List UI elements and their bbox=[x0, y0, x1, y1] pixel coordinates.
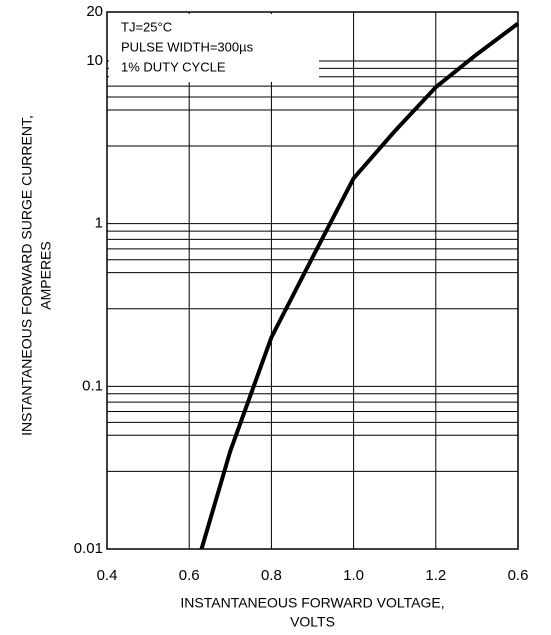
plot-frame bbox=[106, 11, 519, 550]
y-axis-label: AMPERES bbox=[38, 241, 54, 309]
curve bbox=[199, 21, 520, 550]
x-axis-label: VOLTS bbox=[290, 614, 335, 630]
x-tick-label: 0.6 bbox=[508, 567, 529, 584]
x-tick-label: 0.4 bbox=[97, 567, 118, 584]
x-axis-label: INSTANTANEOUS FORWARD VOLTAGE, bbox=[180, 595, 444, 611]
annotation: PULSE WIDTH=300µs bbox=[121, 39, 254, 54]
y-tick-label: 0.1 bbox=[82, 377, 103, 394]
x-tick-label: 0.8 bbox=[261, 567, 282, 584]
annotation: TJ=25°C bbox=[121, 19, 172, 34]
y-tick-label: 1 bbox=[95, 215, 103, 232]
annotation: 1% DUTY CYCLE bbox=[121, 59, 226, 74]
x-tick-label: 1.0 bbox=[343, 567, 364, 584]
y-tick-label: 0.01 bbox=[74, 540, 103, 557]
y-tick-label: 20 bbox=[86, 3, 103, 20]
annotation-box bbox=[109, 14, 319, 82]
x-tick-label: 0.6 bbox=[179, 567, 200, 584]
y-tick-label: 10 bbox=[86, 52, 103, 69]
y-axis-label: INSTANTANEOUS FORWARD SURGE CURRENT, bbox=[19, 115, 35, 436]
x-tick-label: 1.2 bbox=[425, 567, 446, 584]
